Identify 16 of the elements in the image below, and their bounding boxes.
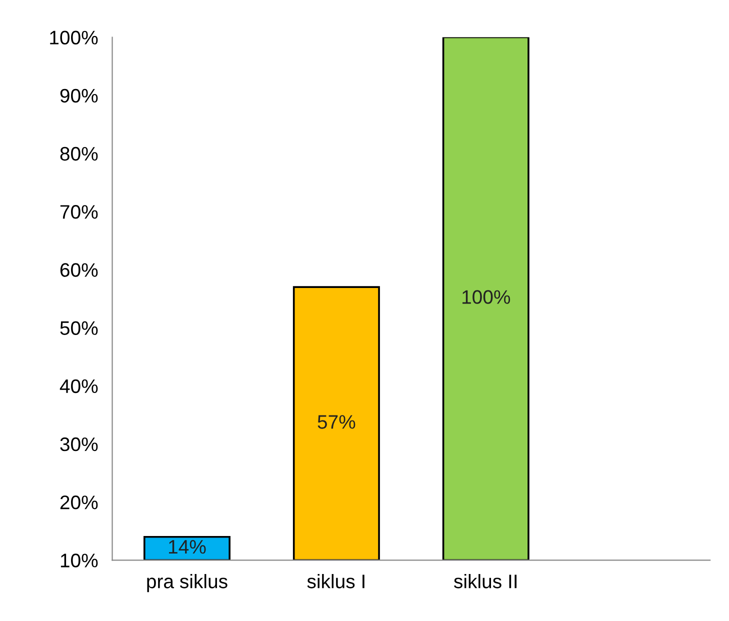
data-label: 57% [318, 415, 356, 429]
y-tick-label: 30% [60, 437, 98, 452]
y-tick-label: 70% [60, 205, 98, 219]
y-tick-label: 20% [60, 496, 98, 510]
y-tick-label: 80% [60, 146, 98, 161]
y-tick-label: 90% [60, 88, 98, 103]
x-tick-label: siklus II [454, 574, 516, 588]
data-label: 14% [169, 540, 206, 554]
x-tick-label: siklus I [307, 574, 364, 588]
y-tick-label: 60% [60, 263, 98, 277]
y-tick-label: 100% [50, 30, 98, 44]
y-tick-label: 40% [60, 379, 98, 394]
x-tick-label: pra siklus [147, 574, 228, 592]
data-label: 100% [462, 290, 510, 304]
y-tick-label: 50% [60, 321, 98, 335]
y-tick-label: 10% [60, 554, 98, 568]
